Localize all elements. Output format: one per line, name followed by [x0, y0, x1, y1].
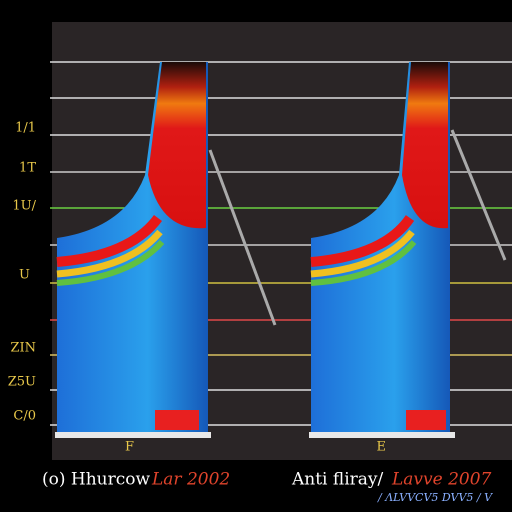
- diagonal-line: [450, 129, 507, 261]
- bottom-mark: F: [125, 440, 134, 455]
- band: [56, 214, 163, 267]
- axis-label: 1T: [19, 161, 36, 176]
- base: [309, 432, 455, 438]
- heat-block: [148, 62, 206, 229]
- axis-labels: 1/1 1T 1U/ U ZIN Z5U C/0: [8, 121, 37, 424]
- block: [155, 410, 199, 430]
- figure-left: [55, 62, 211, 438]
- caption: Lar 2002: [151, 470, 230, 490]
- axis-label: U: [19, 268, 30, 283]
- caption: Lavve 2007: [391, 470, 492, 490]
- band: [310, 240, 417, 286]
- band: [56, 239, 165, 286]
- footnote: / ΛLVVCV5 DVV5 / V: [377, 491, 493, 504]
- axis-label: Z5U: [8, 375, 36, 390]
- axis-label: 1U/: [12, 199, 36, 214]
- heat-block: [402, 62, 448, 229]
- bottom-mark: E: [377, 440, 387, 455]
- band: [310, 229, 415, 278]
- band: [310, 215, 415, 267]
- base: [55, 432, 211, 438]
- axis-label: 1/1: [15, 121, 36, 136]
- diagonal-line: [208, 149, 277, 326]
- block: [406, 410, 446, 430]
- axis-label: ZIN: [10, 341, 36, 356]
- caption: Anti fliray/: [291, 470, 384, 490]
- figure-right: [309, 62, 455, 438]
- caption: (o) Hhurcow: [42, 470, 151, 490]
- axis-label: C/0: [13, 409, 36, 424]
- band: [56, 229, 163, 278]
